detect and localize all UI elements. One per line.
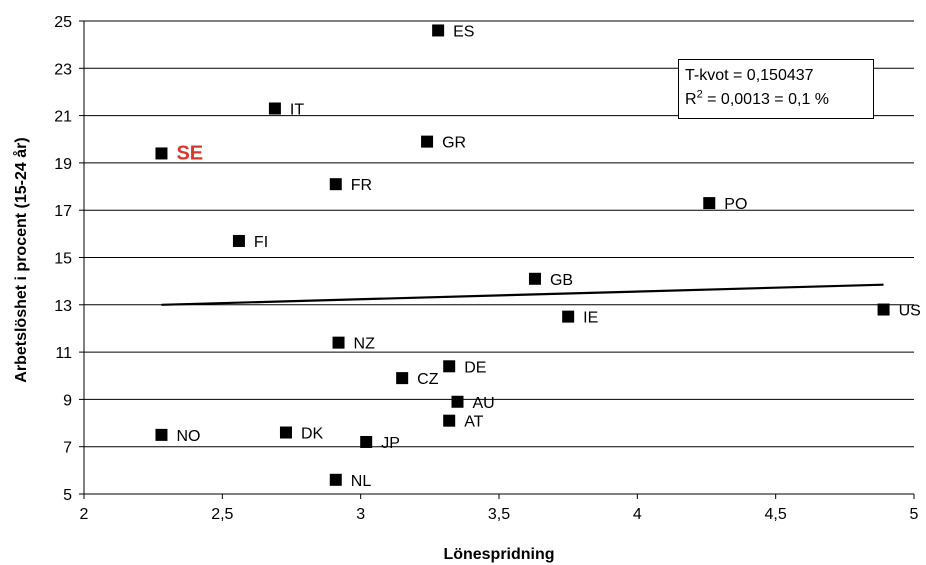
point-label-fi: FI: [254, 234, 268, 251]
r-squared-value: = 0,0013 = 0,1 %: [702, 91, 830, 108]
statistics-annotation: T-kvot = 0,150437 R2 = 0,0013 = 0,1 %: [678, 59, 874, 119]
trendline-group: [161, 283, 884, 306]
point-label-cz: CZ: [417, 371, 439, 388]
trendline: [161, 283, 884, 306]
point-label-us: US: [899, 303, 921, 320]
y-tick-label: 13: [54, 298, 72, 315]
point-label-it: IT: [290, 102, 304, 119]
y-tick-label: 9: [63, 392, 72, 409]
point-marker-es: [432, 24, 445, 37]
point-marker-gb: [528, 272, 541, 285]
axes: 5 7 9 11 13 15 17 19 21 23 25 2 2,5 3 3,5 4 4,5 5: [54, 14, 918, 523]
x-tick-label: 3,5: [488, 506, 510, 523]
point-marker-nl: [329, 473, 342, 486]
point-marker-ie: [562, 310, 575, 323]
point-marker-gr: [421, 135, 434, 148]
point-label-fr: FR: [351, 177, 372, 194]
x-tick-label: 4,5: [765, 506, 787, 523]
point-label-es: ES: [453, 23, 474, 40]
point-label-nl: NL: [351, 473, 372, 490]
point-label-au: AU: [473, 395, 495, 412]
point-marker-po: [703, 197, 716, 210]
point-label-se: SE: [176, 142, 203, 164]
point-label-gr: GR: [442, 135, 466, 152]
point-marker-cz: [396, 372, 409, 385]
point-marker-at: [443, 414, 456, 427]
point-marker-jp: [360, 435, 373, 448]
point-label-de: DE: [464, 359, 486, 376]
y-tick-label: 17: [54, 203, 72, 220]
y-tick-label: 25: [54, 14, 72, 31]
y-axis-title: Arbetslöshet i procent (15-24 år): [12, 137, 30, 382]
point-marker-nz: [332, 336, 345, 349]
y-tick-label: 7: [63, 440, 72, 457]
x-axis-title: Lönespridning: [443, 546, 554, 563]
y-tick-label: 19: [54, 156, 72, 173]
point-marker-it: [268, 102, 281, 115]
point-marker-de: [443, 360, 456, 373]
point-marker-fi: [232, 234, 245, 247]
point-label-nz: NZ: [354, 336, 376, 353]
point-marker-se: [155, 147, 168, 160]
y-tick-label: 15: [54, 251, 72, 268]
y-tick-label: 23: [54, 61, 72, 78]
point-label-at: AT: [464, 414, 483, 431]
data-points: ES IT SE GR FR PO FI GB IE US NZ DE CZ AU AT NO DK JP NL: [155, 23, 921, 490]
r-squared-exponent: 2: [696, 88, 703, 101]
point-label-ie: IE: [583, 310, 598, 327]
point-label-gb: GB: [550, 272, 573, 289]
point-label-dk: DK: [301, 426, 324, 443]
x-tick-label: 2,5: [211, 506, 233, 523]
y-tick-label: 21: [54, 109, 72, 126]
x-tick-label: 4: [633, 506, 642, 523]
y-tick-label: 5: [63, 487, 72, 504]
r-squared-text: R2 = 0,0013 = 0,1 %: [685, 88, 867, 112]
y-tick-label: 11: [55, 345, 72, 362]
point-marker-au: [451, 395, 464, 408]
point-label-no: NO: [176, 428, 200, 445]
r-squared-symbol: R: [685, 91, 697, 108]
x-tick-label: 2: [80, 506, 89, 523]
x-tick-label: 5: [910, 506, 919, 523]
point-label-po: PO: [724, 196, 747, 213]
point-label-jp: JP: [381, 435, 400, 452]
point-marker-dk: [279, 426, 292, 439]
point-marker-no: [155, 428, 168, 441]
point-marker-fr: [329, 178, 342, 191]
t-ratio-text: T-kvot = 0,150437: [685, 67, 814, 84]
point-marker-us: [877, 303, 890, 316]
x-tick-label: 3: [356, 506, 365, 523]
